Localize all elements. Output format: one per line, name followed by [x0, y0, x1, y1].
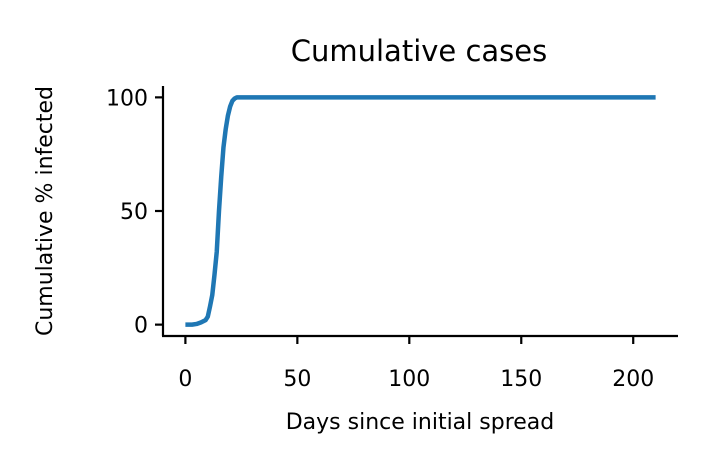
series-layer — [185, 95, 656, 327]
plot-area: 0 50 100 150 200 0 50 100 — [106, 86, 678, 392]
chart-title: Cumulative cases — [291, 34, 548, 68]
series-line-1 — [185, 95, 656, 327]
y-tick-label: 0 — [134, 314, 148, 339]
x-tick-label: 150 — [500, 367, 542, 392]
x-tick-label: 0 — [178, 367, 192, 392]
y-axis-ticks: 0 50 100 — [106, 86, 163, 339]
x-tick-label: 100 — [388, 367, 430, 392]
y-axis-label: Cumulative % infected — [33, 86, 58, 336]
y-tick-label: 100 — [106, 86, 148, 111]
x-tick-label: 200 — [612, 367, 654, 392]
y-tick-label: 50 — [120, 200, 148, 225]
x-tick-label: 50 — [283, 367, 311, 392]
x-axis-ticks: 0 50 100 150 200 — [178, 336, 654, 392]
x-axis-label: Days since initial spread — [286, 410, 555, 435]
